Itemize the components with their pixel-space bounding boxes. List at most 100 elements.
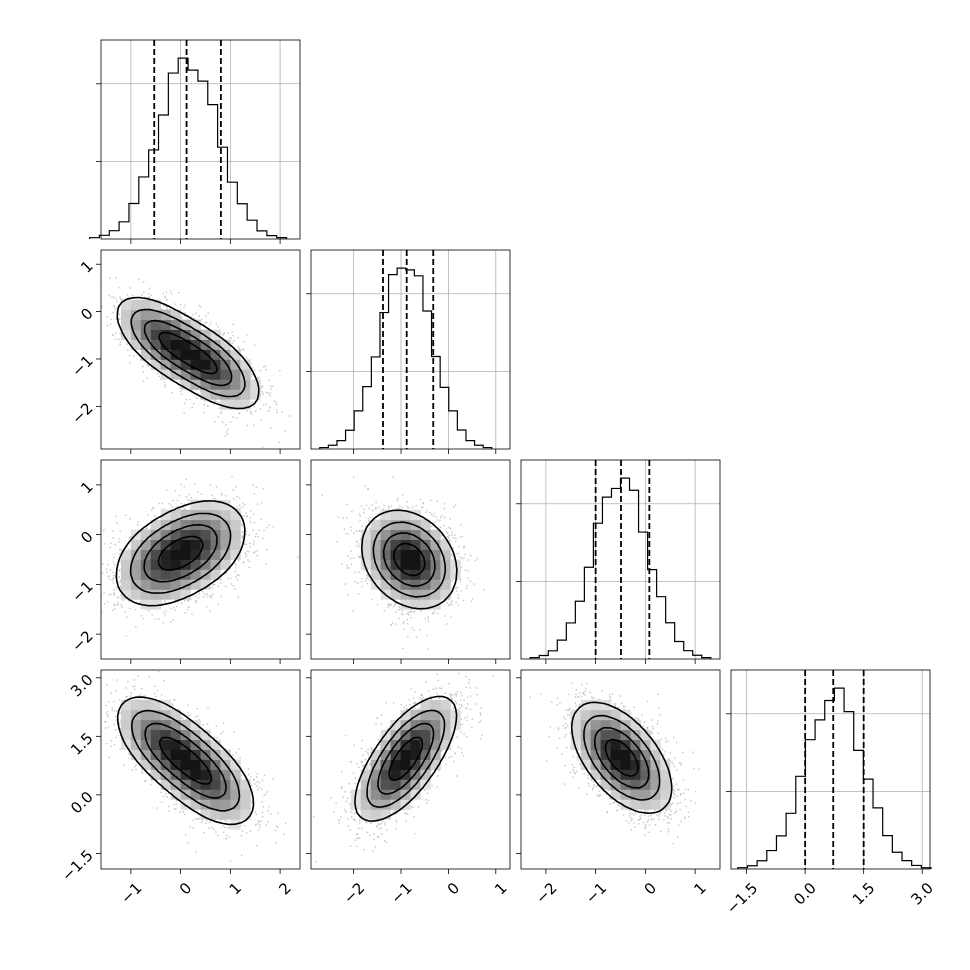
density-cell <box>170 549 181 560</box>
density-cell <box>140 349 152 360</box>
density-cell <box>160 759 172 770</box>
density-cell <box>220 399 231 410</box>
density-cell <box>620 749 631 760</box>
contour-line-0 <box>570 701 673 815</box>
density-cell <box>190 339 201 350</box>
panel-frame <box>100 669 301 870</box>
density-cell <box>220 559 231 570</box>
density-cell <box>420 729 431 741</box>
y-tick-label: −2 <box>68 399 96 427</box>
density-cell <box>120 549 132 560</box>
contour-line-3 <box>157 535 204 571</box>
density-cell <box>220 509 231 521</box>
density-cell <box>220 349 231 360</box>
density-cell <box>650 769 661 780</box>
density-cell <box>170 729 181 741</box>
density-cell <box>180 379 191 390</box>
density-cell <box>400 549 411 560</box>
density-cell <box>640 749 651 760</box>
density-cell <box>360 779 372 790</box>
contour-line-3 <box>388 736 424 781</box>
density-cell <box>240 789 251 800</box>
density-cell <box>390 589 401 600</box>
y-tick-label: −2 <box>68 627 96 655</box>
density-cell <box>440 539 451 550</box>
density-panel-3-2 <box>520 669 721 870</box>
density-cell <box>150 519 162 531</box>
density-cell <box>610 709 621 721</box>
x-tick-label: 2 <box>275 879 294 898</box>
density-cell <box>120 589 132 600</box>
x-tick-label: −1 <box>387 879 415 907</box>
density-cell <box>200 369 211 380</box>
density-cell <box>200 729 211 741</box>
panel-frame <box>310 459 511 660</box>
density-cell <box>640 799 651 810</box>
density-cell <box>200 349 211 360</box>
density-cell <box>390 519 401 531</box>
density-cell <box>220 539 231 550</box>
density-cell <box>250 389 261 400</box>
density-cell <box>230 539 241 550</box>
density-cell <box>140 559 152 570</box>
density-cell <box>170 339 181 350</box>
y-tick-label: 3.0 <box>67 671 97 701</box>
density-cell <box>610 759 621 770</box>
density-cell <box>380 739 391 750</box>
density-cell <box>140 579 152 590</box>
density-cell <box>370 539 382 550</box>
density-cell <box>230 789 241 800</box>
x-tick-label: 1 <box>491 879 510 898</box>
density-cell <box>590 699 601 711</box>
density-cell <box>160 509 172 521</box>
density-cell <box>170 719 181 731</box>
density-cell <box>210 519 221 531</box>
density-cell <box>410 719 421 731</box>
density-cell <box>170 789 181 800</box>
density-cell <box>200 389 211 400</box>
density-cell <box>130 749 142 760</box>
density-cell <box>180 509 191 521</box>
density-cell <box>190 779 201 790</box>
density-cell <box>150 599 162 610</box>
density-cell <box>400 729 411 741</box>
density-cell <box>440 699 451 711</box>
density-cell <box>150 569 162 580</box>
density-cell <box>450 559 461 570</box>
density-cell <box>150 309 162 321</box>
density-cell <box>160 769 172 780</box>
density-cell <box>610 739 621 750</box>
density-cell <box>170 349 181 360</box>
contour-line-2 <box>382 532 436 587</box>
density-cell <box>400 569 411 580</box>
density-cell <box>170 369 181 380</box>
density-cell <box>440 569 451 580</box>
density-cell <box>580 749 592 760</box>
contour-line-2 <box>593 726 650 789</box>
density-cell <box>240 399 251 410</box>
panel-background <box>101 40 300 239</box>
density-cell <box>580 729 592 741</box>
density-cell <box>390 719 401 731</box>
density-cell <box>400 509 411 521</box>
density-cell <box>360 809 372 820</box>
density-cell <box>160 559 172 570</box>
density-cell <box>120 309 132 321</box>
density-cell <box>220 529 231 540</box>
density-cell <box>180 549 191 560</box>
contour-line-1 <box>372 521 447 598</box>
density-cell <box>400 759 411 770</box>
density-cell <box>370 519 382 531</box>
density-cell <box>630 789 641 800</box>
density-cell <box>170 569 181 580</box>
contour-line-3 <box>604 738 639 777</box>
density-cell <box>180 729 191 741</box>
density-cell <box>430 549 441 560</box>
density-cell <box>190 319 201 330</box>
density-cell <box>210 739 221 750</box>
density-cell <box>240 369 251 380</box>
density-cell <box>170 589 181 600</box>
density-cell <box>610 729 621 741</box>
density-cell <box>200 579 211 590</box>
density-cell <box>410 749 421 760</box>
